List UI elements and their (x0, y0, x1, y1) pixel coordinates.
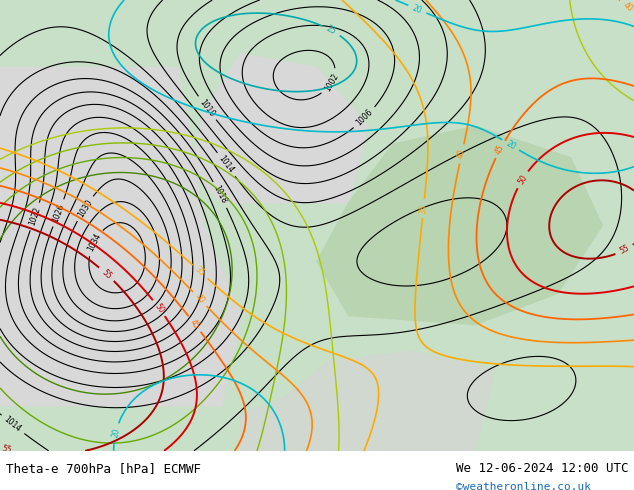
Text: 45: 45 (188, 318, 201, 331)
Text: We 12-06-2024 12:00 UTC (18+18): We 12-06-2024 12:00 UTC (18+18) (456, 462, 634, 475)
Polygon shape (0, 68, 241, 406)
Text: 40: 40 (456, 148, 467, 160)
Polygon shape (190, 54, 368, 203)
Text: ©weatheronline.co.uk: ©weatheronline.co.uk (456, 482, 592, 490)
Text: 55: 55 (1, 444, 12, 455)
Text: 35: 35 (193, 265, 207, 278)
Text: 55: 55 (100, 268, 113, 281)
Text: 1026: 1026 (51, 202, 66, 223)
Text: 1010: 1010 (198, 98, 216, 119)
Text: 1014: 1014 (217, 154, 236, 175)
Text: 1014: 1014 (3, 415, 23, 434)
Text: 1002: 1002 (323, 72, 340, 93)
Text: 50: 50 (152, 301, 165, 315)
Text: 1018: 1018 (212, 184, 228, 205)
Text: 40: 40 (621, 0, 634, 13)
Text: 35: 35 (418, 203, 429, 214)
Text: 50: 50 (516, 173, 529, 186)
Text: 1030: 1030 (76, 198, 94, 219)
Text: 45: 45 (494, 143, 507, 156)
Polygon shape (241, 352, 495, 451)
Text: 55: 55 (618, 244, 631, 256)
Text: 1006: 1006 (354, 108, 375, 128)
Text: 1034: 1034 (86, 232, 103, 253)
Text: 20: 20 (504, 139, 517, 151)
Text: 40: 40 (193, 293, 207, 306)
Text: 20: 20 (110, 427, 121, 439)
Polygon shape (317, 126, 602, 324)
Text: 25: 25 (325, 24, 338, 37)
Text: Theta-e 700hPa [hPa] ECMWF: Theta-e 700hPa [hPa] ECMWF (6, 462, 202, 475)
Text: 1022: 1022 (28, 206, 42, 227)
Text: 20: 20 (411, 3, 424, 15)
